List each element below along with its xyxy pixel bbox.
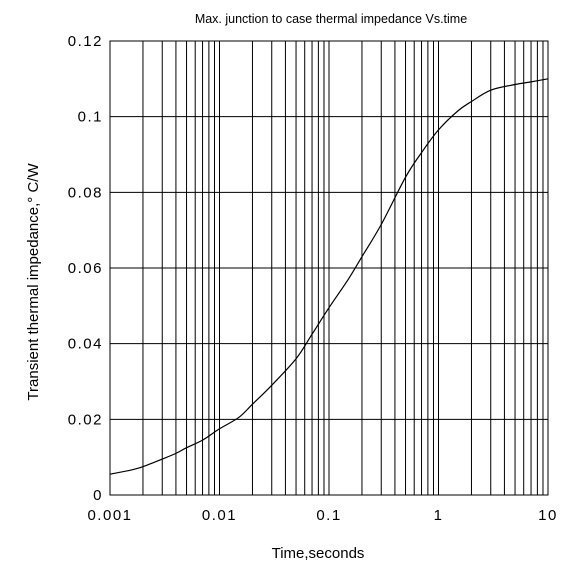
x-tick-label: 1 [434,507,444,524]
grid [110,40,548,495]
x-tick-label: 0.01 [202,507,237,524]
chart-title: Max. junction to case thermal impedance … [195,12,467,26]
y-tick-label: 0.08 [68,184,103,201]
y-tick-label: 0.12 [68,33,103,50]
x-tick-label: 0.1 [316,507,341,524]
y-tick-label: 0.1 [78,109,103,126]
impedance-curve [109,78,549,475]
x-tick-label: 10 [538,507,558,524]
y-tick-label: 0.04 [68,336,103,353]
plot-frame [109,40,549,496]
x-axis-label: Time,seconds [272,545,365,562]
x-tick-label: 0.001 [87,507,132,524]
y-tick-label: 0.02 [68,411,103,428]
y-tick-label: 0.06 [68,260,103,277]
x-tick-labels: 0.001 0.01 0.1 1 10 [87,507,558,524]
y-axis-label: Transient thermal impedance,° C/W [25,163,42,401]
y-tick-label: 0 [93,487,103,504]
y-tick-labels: 0 0.02 0.04 0.06 0.08 0.1 0.12 [68,33,103,504]
